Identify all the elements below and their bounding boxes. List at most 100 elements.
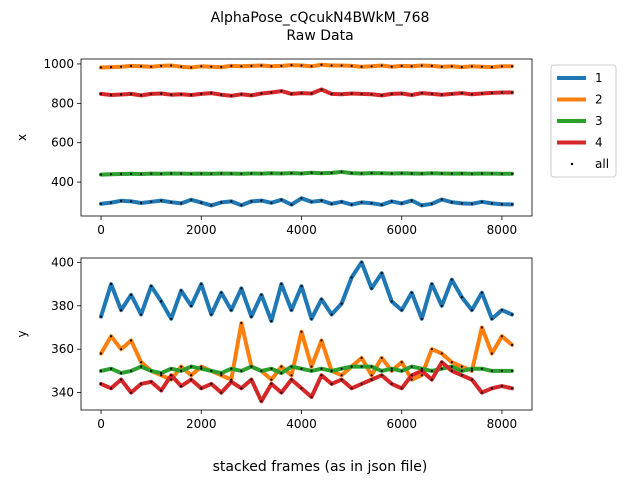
data-point [440,65,443,68]
series-1-points [99,261,514,323]
data-point [220,291,223,294]
data-point [190,93,193,97]
data-point [380,374,383,377]
data-point [300,197,303,200]
data-point [160,64,163,67]
data-point [420,367,423,370]
data-point [380,172,383,175]
data-point [180,202,183,205]
data-point [470,309,473,312]
data-point [390,367,393,370]
data-point [310,369,313,372]
data-point [350,276,353,279]
data-point [170,64,173,67]
legend-swatch-all [570,162,574,166]
data-point [490,91,493,94]
data-point [390,200,393,203]
y-axis-label: x [15,134,29,141]
data-point [450,65,453,68]
data-point [220,93,223,96]
data-point [430,283,433,286]
y-tick-label: 380 [51,299,74,313]
data-point [270,172,273,175]
data-point [240,387,243,390]
data-point [320,199,323,202]
data-point [280,172,283,175]
data-point [450,365,453,368]
data-point [510,65,514,68]
data-point [300,64,303,67]
data-point [310,365,313,368]
data-point [370,172,373,175]
data-point [99,352,103,355]
data-point [350,64,353,67]
data-point [510,313,514,316]
data-point [250,64,253,67]
axes-frame [80,58,533,217]
data-point [130,64,133,67]
data-point [370,374,373,377]
data-point [140,361,143,364]
data-point [450,201,453,204]
data-point [180,369,183,372]
data-point [210,92,213,95]
data-point [260,369,263,372]
data-point [440,172,443,175]
data-point [390,300,393,303]
x-tick-label: 2000 [186,223,217,237]
data-point [170,374,173,377]
data-point [150,369,153,372]
data-point [480,391,483,394]
data-point [350,365,353,368]
data-point [460,66,463,69]
data-point [220,374,223,377]
x-tick-label: 8000 [487,417,518,431]
data-point [410,291,413,294]
series-2-line [99,62,514,70]
data-point [110,173,113,176]
data-point [160,199,163,202]
data-point [230,64,233,67]
data-point [470,172,473,175]
data-point [110,335,113,338]
data-point [99,92,103,95]
data-point [320,63,323,66]
data-point [240,172,243,175]
data-point [490,352,493,355]
data-point [510,172,514,175]
data-point [350,172,353,175]
data-point [290,203,293,206]
data-point [490,202,493,205]
data-point [99,369,103,372]
x-tick-label: 4000 [286,223,317,237]
data-point [380,203,383,206]
data-point [310,200,313,203]
data-point [270,91,273,94]
data-point [220,201,223,204]
data-point [370,93,373,96]
data-point [170,93,173,96]
data-point [360,92,363,95]
data-point [330,171,333,174]
data-point [430,369,433,372]
data-point [300,387,303,390]
data-point [250,315,253,318]
data-point [420,317,423,320]
data-point [370,287,373,290]
data-point [110,66,113,69]
data-point [190,374,193,377]
data-point [420,92,423,95]
data-point [240,369,243,372]
data-point [200,283,203,286]
data-point [250,378,253,381]
data-point [260,172,263,175]
data-point [290,374,293,377]
data-point [480,65,483,68]
data-point [200,65,203,68]
data-point [270,319,273,323]
data-point [190,172,193,175]
data-point [130,391,133,394]
data-point [240,322,243,325]
data-point [190,66,193,69]
data-point [340,302,343,305]
